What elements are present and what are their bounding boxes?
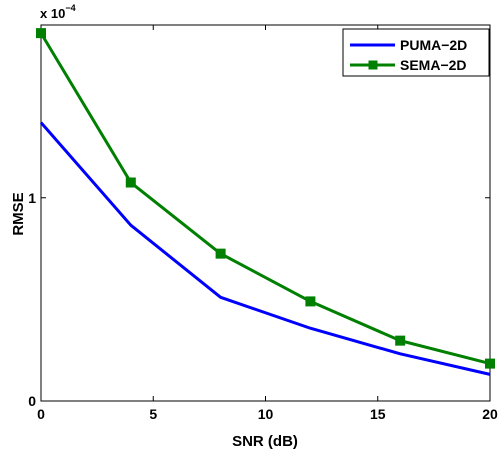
series-2-point xyxy=(395,335,406,346)
plot-area xyxy=(40,24,491,402)
legend-label-sema: SEMA−2D xyxy=(400,57,467,73)
axis-ticks xyxy=(40,25,491,402)
series-2-point xyxy=(125,177,136,188)
y-axis-multiplier: x 10−4 xyxy=(40,3,76,21)
series-2-point xyxy=(305,296,316,307)
x-tick-label: 15 xyxy=(370,406,386,422)
legend-marker-sema xyxy=(368,60,378,70)
series-2-point xyxy=(215,248,226,259)
legend-box xyxy=(342,28,490,77)
tick-labels: 0 5 10 15 20 0 1 xyxy=(28,190,498,422)
y-axis-multiplier-exponent: −4 xyxy=(65,3,75,13)
y-axis-multiplier-base: x 10 xyxy=(40,6,65,21)
series-layer xyxy=(36,28,495,376)
y-tick-label: 1 xyxy=(28,190,36,206)
series-line-2 xyxy=(39,32,491,366)
x-tick-label: 10 xyxy=(258,406,274,422)
x-axis-label: SNR (dB) xyxy=(232,433,298,450)
series-line-1 xyxy=(39,121,491,376)
legend: PUMA−2D SEMA−2D xyxy=(342,28,490,77)
x-tick-label: 5 xyxy=(149,406,157,422)
x-tick-label: 0 xyxy=(37,406,45,422)
legend-label-puma: PUMA−2D xyxy=(400,37,467,53)
series-2-point xyxy=(485,358,495,369)
y-axis-label: RMSE xyxy=(10,192,27,235)
series-2-point xyxy=(36,28,46,39)
y-tick-label: 0 xyxy=(28,393,36,409)
x-tick-label: 20 xyxy=(482,406,498,422)
